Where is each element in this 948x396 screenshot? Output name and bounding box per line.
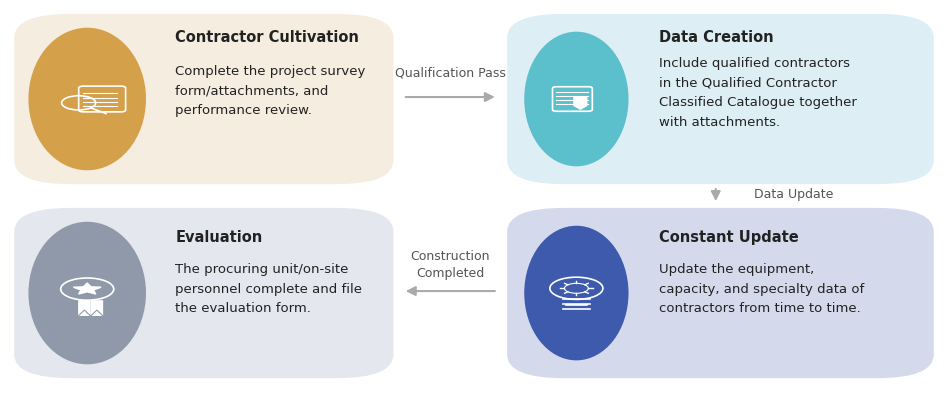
Text: Contractor Cultivation: Contractor Cultivation <box>175 30 359 45</box>
Text: Data Creation: Data Creation <box>659 30 774 45</box>
Text: Constant Update: Constant Update <box>659 230 798 245</box>
Text: Construction
Completed: Construction Completed <box>410 250 490 280</box>
FancyBboxPatch shape <box>78 300 91 316</box>
Polygon shape <box>73 283 101 294</box>
Ellipse shape <box>28 222 146 364</box>
Text: The procuring unit/on-site
personnel complete and file
the evaluation form.: The procuring unit/on-site personnel com… <box>175 263 362 315</box>
Ellipse shape <box>28 28 146 170</box>
Text: Evaluation: Evaluation <box>175 230 263 245</box>
Text: Complete the project survey
form/attachments, and
performance review.: Complete the project survey form/attachm… <box>175 65 366 117</box>
Text: Data Update: Data Update <box>754 188 833 200</box>
FancyBboxPatch shape <box>91 300 103 316</box>
Text: Update the equipment,
capacity, and specialty data of
contractors from time to t: Update the equipment, capacity, and spec… <box>659 263 865 315</box>
FancyBboxPatch shape <box>14 14 393 184</box>
FancyBboxPatch shape <box>507 208 934 378</box>
Ellipse shape <box>524 226 629 360</box>
FancyArrow shape <box>574 96 588 110</box>
Ellipse shape <box>524 32 629 166</box>
Text: Qualification Pass: Qualification Pass <box>395 67 505 80</box>
FancyBboxPatch shape <box>507 14 934 184</box>
FancyBboxPatch shape <box>14 208 393 378</box>
Text: Include qualified contractors
in the Qualified Contractor
Classified Catalogue t: Include qualified contractors in the Qua… <box>659 57 857 129</box>
